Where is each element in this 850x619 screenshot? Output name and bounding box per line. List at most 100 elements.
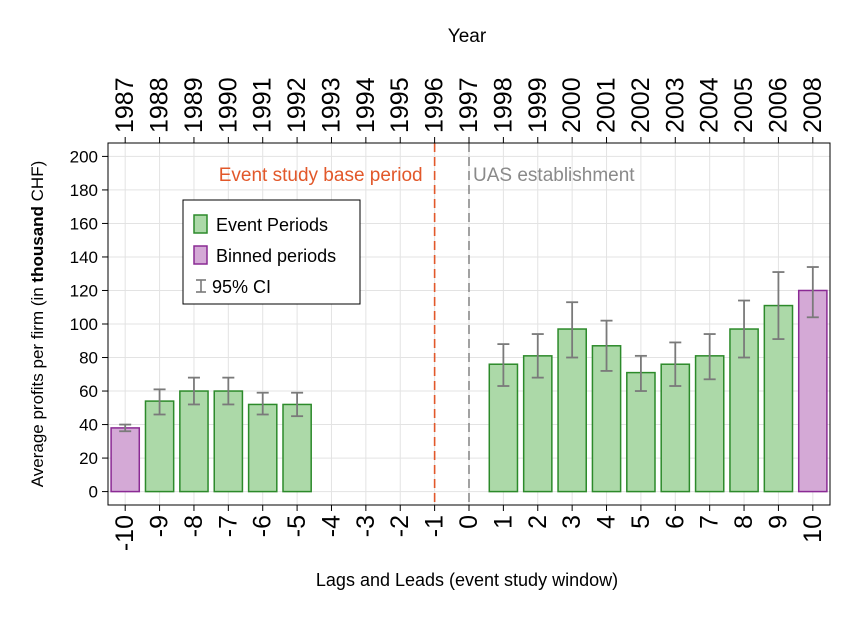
top-tick-label-1997: 1997 (455, 77, 483, 133)
top-tick-label-1996: 1996 (421, 77, 449, 133)
y-axis: 0 20 40 60 80 100 120 140 160 180 200 (70, 147, 108, 502)
legend-box (182, 199, 361, 305)
bar--10 (110, 427, 141, 493)
x-tick-label--9: -9 (146, 515, 174, 537)
top-tick-label-2004: 2004 (696, 77, 724, 133)
y-tick-label-140: 140 (70, 248, 98, 267)
ci--5 (291, 391, 304, 418)
top-tick-label-2006: 2006 (764, 77, 792, 133)
y-axis-label-part-3: CHF) (28, 161, 47, 206)
x-tick-label--6: -6 (249, 515, 277, 537)
y-tick-label-180: 180 (70, 181, 98, 200)
bar--7 (213, 390, 244, 493)
ci-5 (634, 354, 647, 392)
x-tick-label-4: 4 (593, 515, 621, 529)
bar-9 (763, 304, 794, 493)
x-tick-label-3: 3 (558, 515, 586, 529)
ci-4 (600, 319, 613, 372)
top-tick-label-1988: 1988 (146, 77, 174, 133)
bar--9 (144, 400, 175, 493)
confidence-intervals (119, 266, 819, 433)
legend-label-ci: 95% CI (212, 277, 271, 297)
ci-6 (669, 341, 682, 387)
x-tick-label-0: 0 (455, 515, 483, 529)
x-tick-label-7: 7 (696, 515, 724, 529)
ci--6 (256, 391, 269, 416)
y-tick-label-60: 60 (79, 382, 98, 401)
top-tick-label-1995: 1995 (386, 77, 414, 133)
ci-10 (806, 266, 819, 319)
vline-label-0: Event study base period (219, 165, 423, 186)
top-tick-label-2002: 2002 (627, 77, 655, 133)
x-tick-label--3: -3 (352, 515, 380, 537)
x-tick-label-8: 8 (730, 515, 758, 529)
x-tick-label-5: 5 (627, 515, 655, 529)
x-tick-label--8: -8 (180, 515, 208, 537)
y-tick-label-40: 40 (79, 416, 98, 435)
ci-9 (772, 271, 785, 340)
legend-swatch-binned (193, 245, 208, 265)
bar--8 (179, 390, 209, 493)
x-tick-label--10: -10 (111, 515, 139, 551)
ci--7 (222, 376, 235, 406)
ci-3 (566, 301, 579, 359)
ci--10 (119, 423, 132, 433)
x-axis-bottom: -10 -9 -8 -7 -6 -5 -4 -3 -2 -1 0 1 2 3 4 5 6 7 8 9 10 (111, 505, 827, 551)
top-tick-label-1989: 1989 (180, 77, 208, 133)
x-tick-label-1: 1 (489, 515, 517, 529)
top-tick-label-2005: 2005 (730, 77, 758, 133)
x-tick-label--7: -7 (214, 515, 242, 537)
bars (110, 289, 828, 493)
ci-7 (703, 333, 716, 381)
y-tick-label-120: 120 (70, 281, 98, 300)
legend-swatch-event (193, 214, 208, 234)
ci-2 (531, 333, 544, 379)
top-tick-label-1993: 1993 (317, 77, 345, 133)
top-tick-label-1990: 1990 (214, 77, 242, 133)
y-tick-label-160: 160 (70, 214, 98, 233)
x-tick-label-6: 6 (661, 515, 689, 529)
top-tick-label-2008: 2008 (799, 77, 827, 133)
bar--6 (247, 403, 278, 493)
legend: Event Periods Binned periods 95% CI (182, 199, 361, 305)
legend-swatch-rect-event (193, 214, 208, 234)
top-tick-label-2001: 2001 (593, 77, 621, 133)
x-tick-label--1: -1 (421, 515, 449, 537)
x-tick-label-10: 10 (799, 515, 827, 543)
bar-10 (797, 289, 828, 493)
legend-swatch-rect-binned (193, 245, 208, 265)
top-tick-label-2000: 2000 (558, 77, 586, 133)
top-tick-label-1994: 1994 (352, 77, 380, 133)
bar--5 (282, 403, 312, 493)
top-tick-label-2003: 2003 (661, 77, 689, 133)
y-axis-label: Average profits per firm (in thousand CH… (28, 161, 47, 488)
y-tick-label-100: 100 (70, 315, 98, 334)
x-axis-top-years: 1987 1988 1989 1990 1991 1992 1993 1994 1995 1996… (111, 77, 827, 143)
legend-swatch-ci (196, 279, 206, 293)
y-axis-label-part-2: thousand (28, 206, 47, 283)
y-axis-label-part-1: Average profits per firm (in (28, 283, 47, 488)
top-tick-label-1992: 1992 (283, 77, 311, 133)
ci--8 (187, 376, 200, 406)
top-tick-label-1991: 1991 (249, 77, 277, 133)
y-tick-label-0: 0 (89, 483, 98, 502)
ci-1 (497, 343, 510, 387)
ci-8 (738, 299, 751, 359)
reference-lines: Event study base period UAS establishment (219, 143, 635, 505)
x-axis-label: Lags and Leads (event study window) (316, 570, 618, 590)
x-tick-label--2: -2 (386, 515, 414, 537)
legend-label-event: Event Periods (216, 215, 328, 235)
legend-label-binned: Binned periods (216, 246, 336, 266)
x-tick-label-2: 2 (524, 515, 552, 529)
y-tick-label-200: 200 (70, 147, 98, 166)
top-tick-label-1999: 1999 (524, 77, 552, 133)
vline-label-1: UAS establishment (473, 165, 635, 186)
top-tick-label-1998: 1998 (489, 77, 517, 133)
top-tick-label-1987: 1987 (111, 77, 139, 133)
x-tick-label--5: -5 (283, 515, 311, 537)
y-tick-label-20: 20 (79, 449, 98, 468)
x-tick-label-9: 9 (764, 515, 792, 529)
x-tick-label--4: -4 (317, 515, 345, 537)
y-tick-label-80: 80 (79, 349, 98, 368)
